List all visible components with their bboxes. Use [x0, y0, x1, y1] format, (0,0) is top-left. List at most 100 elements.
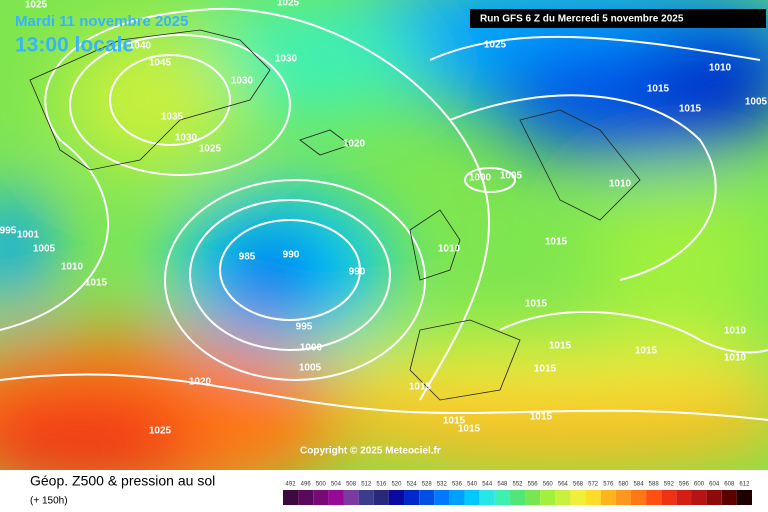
isobar-label: 1015 — [647, 84, 670, 95]
colorbar-label: 548 — [497, 482, 508, 488]
colorbar-label: 580 — [618, 482, 629, 488]
colorbar-swatch — [570, 490, 586, 505]
isobar-label: 1005 — [745, 97, 768, 108]
colorbar-swatch — [540, 490, 556, 505]
colorbar-label: 492 — [286, 482, 297, 488]
colorbar-swatch — [691, 490, 707, 505]
colorbar-swatch — [464, 490, 480, 505]
colorbar-swatch — [509, 490, 526, 505]
colorbar-swatch — [373, 490, 389, 505]
isobar-label: 1030 — [175, 133, 198, 144]
isobar-label: 1035 — [161, 112, 184, 123]
colorbar-label: 552 — [512, 482, 523, 488]
forecast-date: Mardi 11 novembre 2025 — [15, 13, 188, 30]
isobar-label: 1010 — [709, 63, 732, 74]
colorbar-swatch — [388, 490, 405, 505]
isobar-label: 1025 — [277, 0, 300, 9]
colorbar: 492 496 500 504 508 512 516 520 524 528 532 536 540 5… — [283, 482, 752, 505]
colorbar-label: 496 — [301, 482, 312, 488]
isobar-label: 1025 — [149, 426, 172, 437]
isobar-label: 1045 — [149, 58, 172, 69]
colorbar-label: 588 — [649, 482, 660, 488]
isobar-label: 1005 — [500, 171, 523, 182]
colorbar-label: 584 — [634, 482, 645, 488]
colorbar-swatch — [615, 490, 631, 505]
isobar-label: 1020 — [189, 377, 212, 388]
colorbar-label: 520 — [391, 482, 402, 488]
colorbar-label: 560 — [543, 482, 554, 488]
isobar-label: 1000 — [469, 173, 492, 184]
colorbar-label: 596 — [679, 482, 690, 488]
colorbar-swatch — [585, 490, 601, 505]
isobar-label: 1015 — [635, 346, 658, 357]
isobar-label: 1015 — [545, 237, 568, 248]
isobar-label: 1015 — [85, 278, 108, 289]
isobar-label: 1030 — [275, 54, 298, 65]
isobar-label: 1015 — [409, 382, 432, 393]
colorbar-label: 608 — [724, 482, 735, 488]
colorbar-label: 540 — [467, 482, 478, 488]
isobar-label: 995 — [296, 322, 313, 333]
colorbar-swatch — [736, 490, 752, 505]
map-subtitle: (+ 150h) — [30, 496, 68, 507]
copyright: Copyright © 2025 Meteociel.fr — [300, 446, 441, 457]
run-info: Run GFS 6 Z du Mercredi 5 novembre 2025 — [480, 14, 684, 25]
colorbar-swatch — [494, 490, 510, 505]
isobar-label: 1015 — [549, 341, 572, 352]
isobar-label: 1015 — [530, 412, 553, 423]
colorbar-label: 564 — [558, 482, 569, 488]
colorbar-label: 576 — [603, 482, 614, 488]
coastlines — [29, 29, 641, 401]
colorbar-swatch — [313, 490, 329, 505]
colorbar-label: 512 — [361, 482, 372, 488]
isobar-label: 1015 — [443, 416, 466, 427]
colorbar-swatch — [600, 490, 616, 505]
isobar-label: 1000 — [300, 343, 323, 354]
colorbar-swatch — [555, 490, 571, 505]
colorbar-label: 504 — [331, 482, 342, 488]
colorbar-swatch — [676, 490, 692, 505]
isobar-label: 995 — [0, 226, 17, 237]
colorbar-swatch — [630, 490, 647, 505]
colorbar-swatch — [479, 490, 495, 505]
colorbar-label: 536 — [452, 482, 463, 488]
colorbar-swatch — [343, 490, 359, 505]
colorbar-label: 600 — [694, 482, 705, 488]
colorbar-swatch — [646, 490, 662, 505]
map-title: Géop. Z500 & pression au sol — [30, 473, 215, 489]
colorbar-label: 612 — [739, 482, 750, 488]
colorbar-swatch — [298, 490, 314, 505]
colorbar-label: 544 — [482, 482, 493, 488]
colorbar-label: 568 — [573, 482, 584, 488]
isobar-label: 1025 — [484, 40, 507, 51]
colorbar-label: 572 — [588, 482, 599, 488]
colorbar-swatch — [404, 490, 420, 505]
isobar-label: 985 — [239, 252, 256, 263]
isobar-label: 1015 — [534, 364, 557, 375]
colorbar-swatch — [525, 490, 541, 505]
colorbar-swatch — [358, 490, 374, 505]
forecast-time: 13:00 locale — [15, 34, 134, 57]
isobar-label: 1001 — [17, 230, 40, 241]
isobar-label: 1015 — [458, 424, 481, 435]
isobar-label: 990 — [349, 267, 366, 278]
colorbar-label: 604 — [709, 482, 720, 488]
colorbar-swatch — [434, 490, 450, 505]
colorbar-swatch — [661, 490, 677, 505]
colorbar-swatch — [721, 490, 737, 505]
isobar-label: 1025 — [199, 144, 222, 155]
run-banner — [470, 9, 766, 28]
isobars — [0, 7, 768, 421]
isobar-label: 1020 — [343, 139, 366, 150]
colorbar-swatch — [419, 490, 435, 505]
isobar-label: 1030 — [231, 76, 254, 87]
colorbar-label: 524 — [407, 482, 418, 488]
isobar-label: 1040 — [129, 41, 152, 52]
colorbar-label: 532 — [437, 482, 448, 488]
colorbar-label: 528 — [422, 482, 433, 488]
colorbar-label: 508 — [346, 482, 357, 488]
colorbar-swatch — [449, 490, 465, 505]
